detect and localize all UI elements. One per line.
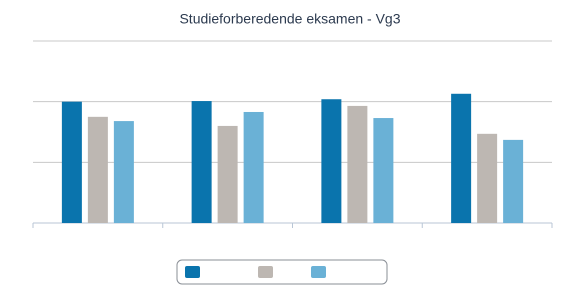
legend (176, 259, 388, 285)
legend-swatch (311, 266, 326, 278)
bar (373, 118, 394, 223)
legend-swatch (185, 266, 200, 278)
bar (321, 99, 342, 223)
bar (87, 116, 108, 223)
bar (347, 105, 368, 223)
bar (61, 101, 82, 223)
legend-swatch (258, 266, 273, 278)
chart-title: Studieforberedende eksamen - Vg3 (179, 11, 400, 27)
bar (191, 101, 212, 223)
bar (243, 111, 264, 223)
bar (451, 93, 472, 223)
bar (503, 139, 524, 223)
bar (217, 125, 238, 223)
bar (113, 121, 134, 223)
bar (477, 133, 498, 223)
